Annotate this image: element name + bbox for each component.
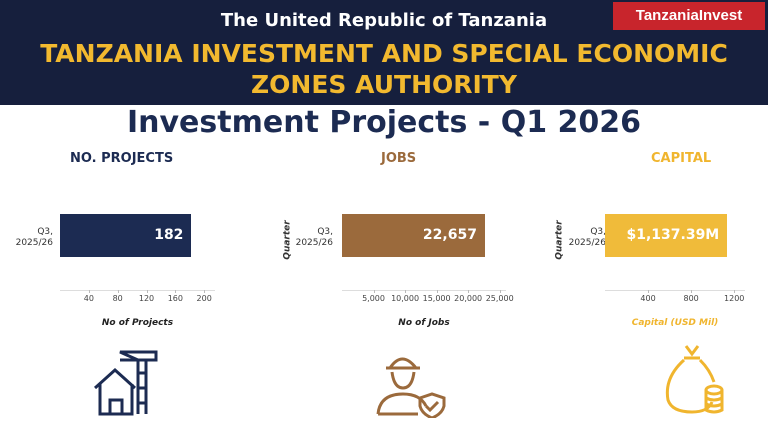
bar [60, 214, 192, 257]
x-axis-label: No of Jobs [398, 318, 450, 328]
x-tick-label: 400 [640, 294, 656, 303]
tick-mark [734, 290, 736, 293]
tick-mark [146, 290, 148, 293]
axis-line [342, 290, 506, 291]
tick-mark [468, 290, 470, 293]
tick-mark [204, 290, 206, 293]
value-label: $1,137.39M [626, 227, 720, 243]
axis-line [605, 290, 745, 291]
construction-icon [93, 350, 158, 416]
bar [605, 214, 728, 257]
tick-mark [373, 290, 375, 293]
value-label: 182 [154, 227, 184, 243]
tick-mark [405, 290, 407, 293]
x-axis-label: No of Projects [101, 318, 174, 328]
tick-mark [436, 290, 438, 293]
tick-mark [88, 290, 90, 293]
logo: TanzaniaInvest [613, 2, 765, 30]
x-tick-label: 20,000 [454, 294, 483, 303]
page-title: Investment Projects - Q1 2026 [126, 105, 642, 140]
worker-icon [376, 357, 446, 418]
tick-mark [117, 290, 119, 293]
tick-mark [499, 290, 501, 293]
x-tick-label: 1200 [724, 294, 745, 303]
y-tick-label: Q3, 2025/26 [295, 227, 333, 248]
y-tick-label: Q3, 2025/26 [568, 227, 606, 248]
x-tick-label: 200 [196, 294, 212, 303]
country: The United Republic of Tanzania [220, 10, 548, 31]
x-tick-label: 120 [138, 294, 155, 303]
x-tick-label: 25,000 [485, 294, 514, 303]
tick-mark [691, 290, 693, 293]
x-tick-label: 15,000 [422, 294, 451, 303]
x-tick-label: 5,000 [362, 294, 385, 303]
x-tick-label: 40 [83, 294, 94, 303]
x-axis-label: Capital (USD Mil) [631, 318, 719, 328]
y-tick-label: Q3, 2025/26 [15, 227, 53, 248]
bar [342, 214, 485, 257]
money-icon [665, 345, 724, 414]
x-tick-label: 160 [167, 294, 183, 303]
axis-line [60, 290, 215, 291]
x-tick-label: 800 [683, 294, 699, 303]
x-tick-label: 80 [112, 294, 123, 303]
chart-title: JOBS [381, 151, 417, 166]
tick-mark [648, 290, 650, 293]
x-tick-label: 10,000 [391, 294, 420, 303]
tick-mark [175, 290, 177, 293]
chart-title: NO. PROJECTS [70, 151, 174, 166]
authority: TANZANIA INVESTMENT AND SPECIAL ECONOMIC… [40, 39, 728, 99]
chart-title: CAPITAL [651, 151, 712, 166]
value-label: 22,657 [422, 227, 477, 243]
